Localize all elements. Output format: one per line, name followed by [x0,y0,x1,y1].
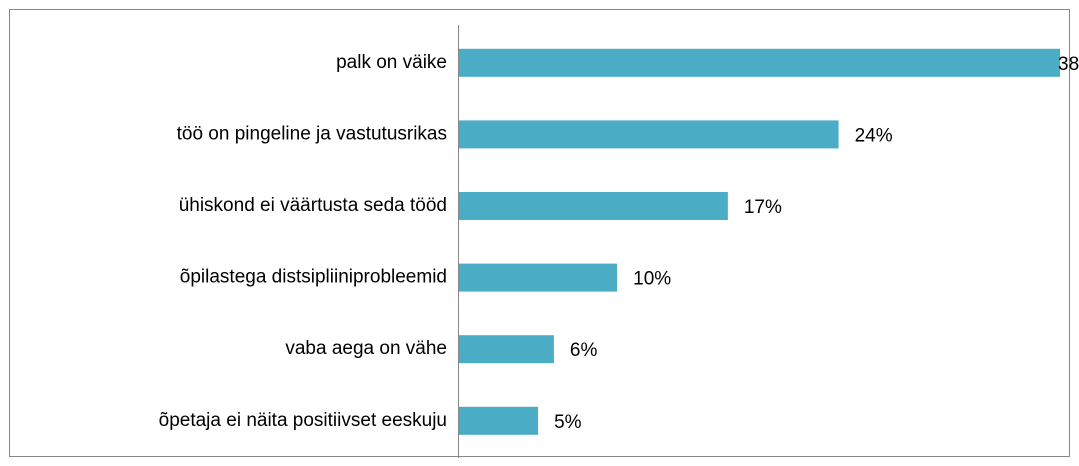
category-label: vaba aega on vähe [285,338,447,359]
value-label: 38% [1058,54,1079,75]
value-label: 5% [554,412,582,433]
value-label: 10% [633,269,671,290]
bar [459,192,728,220]
bar [459,263,618,292]
category-label: töö on pingeline ja vastutusrikas [177,123,447,144]
bar [459,120,839,149]
category-label: õpilastega distsipliiniprobleemid [180,267,447,288]
bar [459,406,539,435]
bar [459,335,554,364]
value-label: 24% [855,125,893,146]
chart-border [9,9,1070,457]
category-label: õpetaja ei näita positiivset eeskuju [159,410,447,431]
category-label: ühiskond ei väärtusta seda tööd [179,195,447,216]
category-label: palk on väike [336,52,447,73]
value-label: 6% [570,340,598,361]
bar [459,48,1060,77]
value-label: 17% [744,197,782,218]
